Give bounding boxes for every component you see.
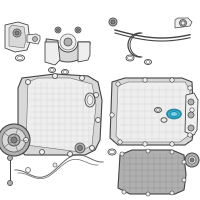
Circle shape xyxy=(11,137,17,143)
Circle shape xyxy=(170,191,174,195)
Circle shape xyxy=(146,192,150,196)
Ellipse shape xyxy=(170,112,178,116)
Polygon shape xyxy=(26,78,96,152)
Circle shape xyxy=(32,36,38,42)
Circle shape xyxy=(53,163,57,167)
Circle shape xyxy=(26,79,30,84)
Circle shape xyxy=(188,99,194,105)
Circle shape xyxy=(80,75,84,80)
Circle shape xyxy=(68,152,72,156)
Polygon shape xyxy=(110,78,194,145)
Circle shape xyxy=(2,128,26,152)
Circle shape xyxy=(75,143,85,153)
Polygon shape xyxy=(5,22,30,52)
Circle shape xyxy=(64,38,72,46)
Circle shape xyxy=(190,108,194,112)
Circle shape xyxy=(24,138,29,142)
Polygon shape xyxy=(46,39,90,62)
Circle shape xyxy=(110,113,114,117)
Circle shape xyxy=(181,21,185,25)
Polygon shape xyxy=(118,150,186,194)
Circle shape xyxy=(170,78,174,82)
Circle shape xyxy=(111,20,115,24)
Circle shape xyxy=(185,153,199,167)
Circle shape xyxy=(116,82,120,86)
Circle shape xyxy=(60,34,76,50)
Circle shape xyxy=(0,124,30,156)
Circle shape xyxy=(78,146,83,150)
Circle shape xyxy=(146,149,150,153)
Circle shape xyxy=(52,73,58,78)
Circle shape xyxy=(143,78,147,82)
Circle shape xyxy=(26,168,30,172)
Circle shape xyxy=(180,20,186,26)
Circle shape xyxy=(190,158,194,162)
Circle shape xyxy=(170,142,174,146)
Circle shape xyxy=(118,140,122,144)
Circle shape xyxy=(188,125,194,131)
Circle shape xyxy=(109,18,117,26)
Circle shape xyxy=(15,31,19,35)
Circle shape xyxy=(8,156,12,160)
Circle shape xyxy=(13,29,21,37)
Circle shape xyxy=(188,133,192,137)
Circle shape xyxy=(75,27,81,33)
Polygon shape xyxy=(27,34,40,44)
Circle shape xyxy=(182,178,186,182)
Ellipse shape xyxy=(87,96,93,104)
Circle shape xyxy=(120,152,124,156)
Polygon shape xyxy=(78,42,90,62)
Polygon shape xyxy=(175,18,192,28)
Circle shape xyxy=(76,28,80,31)
Circle shape xyxy=(96,117,101,122)
Circle shape xyxy=(182,160,186,164)
Circle shape xyxy=(57,28,60,31)
Circle shape xyxy=(90,146,95,150)
Circle shape xyxy=(8,134,20,146)
Polygon shape xyxy=(116,82,190,142)
Circle shape xyxy=(8,180,12,186)
Circle shape xyxy=(122,190,126,194)
Circle shape xyxy=(55,27,61,33)
Circle shape xyxy=(188,112,194,118)
Ellipse shape xyxy=(167,110,181,118)
Polygon shape xyxy=(9,25,26,48)
Circle shape xyxy=(188,86,192,90)
Circle shape xyxy=(94,92,98,98)
Circle shape xyxy=(143,142,147,146)
Polygon shape xyxy=(45,42,60,65)
Polygon shape xyxy=(18,74,102,155)
Polygon shape xyxy=(185,93,198,135)
Circle shape xyxy=(40,150,44,154)
Circle shape xyxy=(170,150,174,154)
Circle shape xyxy=(188,156,196,164)
